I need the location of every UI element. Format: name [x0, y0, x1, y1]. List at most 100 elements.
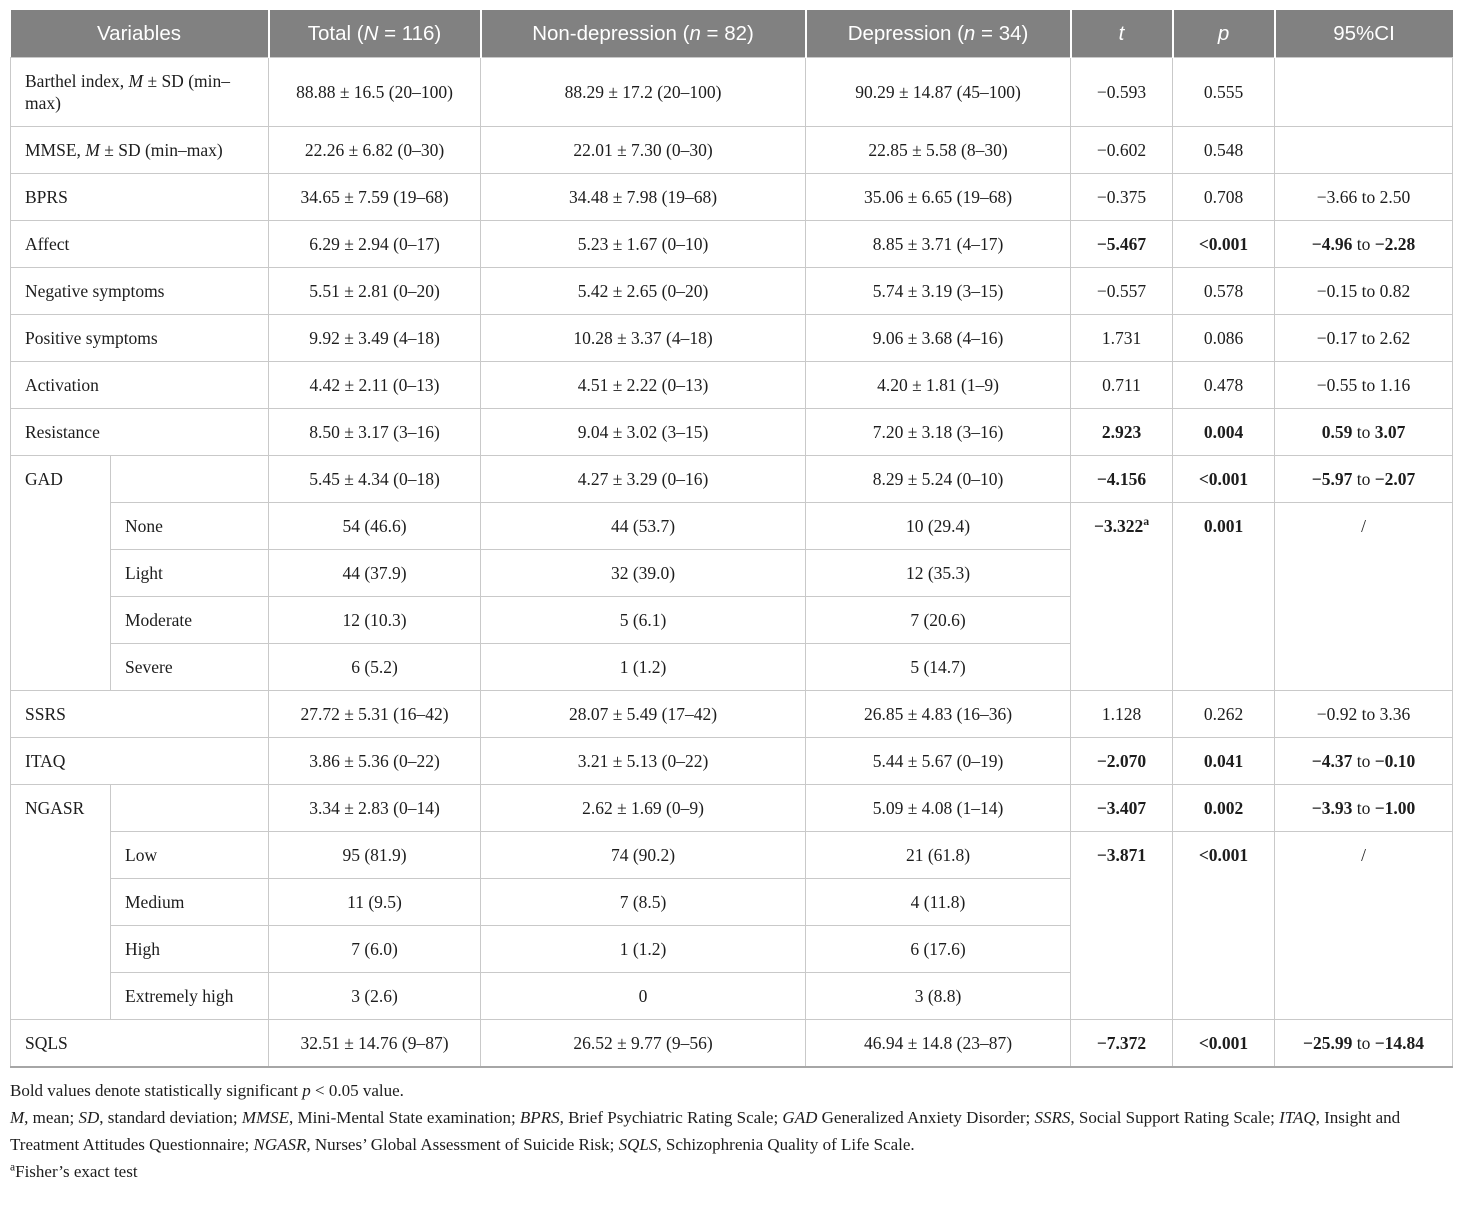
- row-ngasr-medium: Medium 11 (9.5) 7 (8.5) 4 (11.8): [11, 878, 1453, 926]
- cell-ci: −0.55 to 1.16: [1274, 361, 1454, 409]
- row-sublabel-empty: [109, 784, 270, 832]
- cell-nondep: 28.07 ± 5.49 (17–42): [480, 690, 807, 738]
- cell-nondep: 26.52 ± 9.77 (9–56): [480, 1019, 807, 1068]
- cell-nondep: 10.28 ± 3.37 (4–18): [480, 314, 807, 362]
- cell-nondep: 4.27 ± 3.29 (0–16): [480, 455, 807, 503]
- row-bprs: BPRS 34.65 ± 7.59 (19–68) 34.48 ± 7.98 (…: [9, 173, 1454, 221]
- cell-dep: 10 (29.4): [805, 502, 1072, 550]
- cell-ci: −3.93 to −1.00: [1274, 784, 1454, 832]
- cell-p: 0.002: [1172, 784, 1276, 832]
- cell-t: 1.731: [1070, 314, 1174, 362]
- row-ngasr: NGASR 3.34 ± 2.83 (0–14) 2.62 ± 1.69 (0–…: [10, 784, 1454, 1020]
- cell-dep: 6 (17.6): [805, 925, 1072, 973]
- cell-dep: 5.09 ± 4.08 (1–14): [805, 784, 1072, 832]
- row-label: Positive symptoms: [9, 314, 270, 362]
- col-header-total: Total (N = 116): [268, 10, 482, 58]
- cell-nondep: 5 (6.1): [480, 596, 807, 644]
- cell-total: 5.51 ± 2.81 (0–20): [268, 267, 482, 315]
- row-mmse: MMSE, M ± SD (min–max) 22.26 ± 6.82 (0–3…: [9, 126, 1454, 174]
- cell-nondep: 1 (1.2): [480, 925, 807, 973]
- cell-ci-merged: /: [1274, 831, 1454, 1020]
- cell-total: 3 (2.6): [268, 972, 482, 1020]
- cell-nondep: 32 (39.0): [480, 549, 807, 597]
- row-gad-none: None 54 (46.6) 44 (53.7) 10 (29.4) −3.32…: [11, 502, 1454, 691]
- cell-total: 8.50 ± 3.17 (3–16): [268, 408, 482, 456]
- cell-dep: 35.06 ± 6.65 (19–68): [805, 173, 1072, 221]
- cell-ci: −25.99 to −14.84: [1274, 1019, 1454, 1068]
- row-label: GAD: [10, 455, 111, 691]
- row-label: SSRS: [9, 690, 270, 738]
- cell-total: 12 (10.3): [268, 596, 482, 644]
- cell-p: 0.041: [1172, 737, 1276, 785]
- row-label: SQLS: [9, 1019, 270, 1068]
- col-header-ci: 95%CI: [1274, 10, 1453, 58]
- footnote-significance: Bold values denote statistically signifi…: [10, 1081, 404, 1100]
- cell-ci: −0.17 to 2.62: [1274, 314, 1454, 362]
- cell-total: 54 (46.6): [268, 502, 482, 550]
- cell-t: 1.128: [1070, 690, 1174, 738]
- row-affect: Affect 6.29 ± 2.94 (0–17) 5.23 ± 1.67 (0…: [9, 220, 1454, 268]
- cell-nondep: 5.42 ± 2.65 (0–20): [480, 267, 807, 315]
- cell-ci: [1274, 126, 1454, 174]
- row-label: MMSE, M ± SD (min–max): [9, 126, 270, 174]
- cell-ci: [1274, 57, 1454, 127]
- row-label: ITAQ: [9, 737, 270, 785]
- row-resistance: Resistance 8.50 ± 3.17 (3–16) 9.04 ± 3.0…: [9, 408, 1454, 456]
- cell-dep: 7 (20.6): [805, 596, 1072, 644]
- cell-t: −4.156: [1070, 455, 1174, 503]
- cell-nondep: 9.04 ± 3.02 (3–15): [480, 408, 807, 456]
- cell-t-merged: −3.871: [1070, 831, 1174, 1020]
- cell-total: 7 (6.0): [268, 925, 482, 973]
- cell-ci: −4.96 to −2.28: [1274, 220, 1454, 268]
- cell-dep: 8.85 ± 3.71 (4–17): [805, 220, 1072, 268]
- row-ngasr-low: Low 95 (81.9) 74 (90.2) 21 (61.8) −3.871…: [11, 831, 1454, 1020]
- cell-t: −0.557: [1070, 267, 1174, 315]
- cell-dep: 4 (11.8): [805, 878, 1072, 926]
- cell-total: 3.34 ± 2.83 (0–14): [268, 784, 482, 832]
- cell-p: 0.555: [1172, 57, 1276, 127]
- cell-total: 44 (37.9): [268, 549, 482, 597]
- cell-dep: 8.29 ± 5.24 (0–10): [805, 455, 1072, 503]
- row-sublabel: Moderate: [109, 596, 270, 644]
- cell-total: 6.29 ± 2.94 (0–17): [268, 220, 482, 268]
- cell-ci: −4.37 to −0.10: [1274, 737, 1454, 785]
- stats-table: Variables Total (N = 116) Non-depression…: [9, 10, 1454, 1068]
- cell-nondep: 2.62 ± 1.69 (0–9): [480, 784, 807, 832]
- row-label: NGASR: [10, 784, 111, 1020]
- row-gad-severe: Severe 6 (5.2) 1 (1.2) 5 (14.7): [11, 643, 1453, 691]
- header-row: Variables Total (N = 116) Non-depression…: [10, 10, 1453, 58]
- cell-dep: 46.94 ± 14.8 (23–87): [805, 1019, 1072, 1068]
- row-gad-moderate: Moderate 12 (10.3) 5 (6.1) 7 (20.6): [11, 596, 1453, 644]
- cell-dep: 5.74 ± 3.19 (3–15): [805, 267, 1072, 315]
- cell-ci: −3.66 to 2.50: [1274, 173, 1454, 221]
- table-footnotes: Bold values denote statistically signifi…: [10, 1077, 1452, 1185]
- cell-t: −0.375: [1070, 173, 1174, 221]
- cell-total: 34.65 ± 7.59 (19–68): [268, 173, 482, 221]
- cell-ci: 0.59 to 3.07: [1274, 408, 1454, 456]
- row-sublabel: Severe: [109, 643, 270, 691]
- row-sublabel: Light: [109, 549, 270, 597]
- cell-total: 11 (9.5): [268, 878, 482, 926]
- cell-t: −5.467: [1070, 220, 1174, 268]
- cell-p-merged: <0.001: [1172, 831, 1276, 1020]
- row-label: Activation: [9, 361, 270, 409]
- cell-nondep: 0: [480, 972, 807, 1020]
- cell-p: 0.708: [1172, 173, 1276, 221]
- cell-t: −0.593: [1070, 57, 1174, 127]
- row-sublabel: None: [109, 502, 270, 550]
- row-ngasr-extremely-high: Extremely high 3 (2.6) 0 3 (8.8): [11, 972, 1453, 1020]
- row-sqls: SQLS 32.51 ± 14.76 (9–87) 26.52 ± 9.77 (…: [9, 1019, 1454, 1068]
- col-header-t: t: [1070, 10, 1174, 58]
- cell-dep: 21 (61.8): [805, 831, 1072, 879]
- cell-total: 4.42 ± 2.11 (0–13): [268, 361, 482, 409]
- cell-p: 0.478: [1172, 361, 1276, 409]
- cell-total: 9.92 ± 3.49 (4–18): [268, 314, 482, 362]
- col-header-p: p: [1172, 10, 1276, 58]
- cell-t: −7.372: [1070, 1019, 1174, 1068]
- row-sublabel: Medium: [109, 878, 270, 926]
- cell-dep: 4.20 ± 1.81 (1–9): [805, 361, 1072, 409]
- cell-total: 88.88 ± 16.5 (20–100): [268, 57, 482, 127]
- cell-nondep: 7 (8.5): [480, 878, 807, 926]
- cell-t: 2.923: [1070, 408, 1174, 456]
